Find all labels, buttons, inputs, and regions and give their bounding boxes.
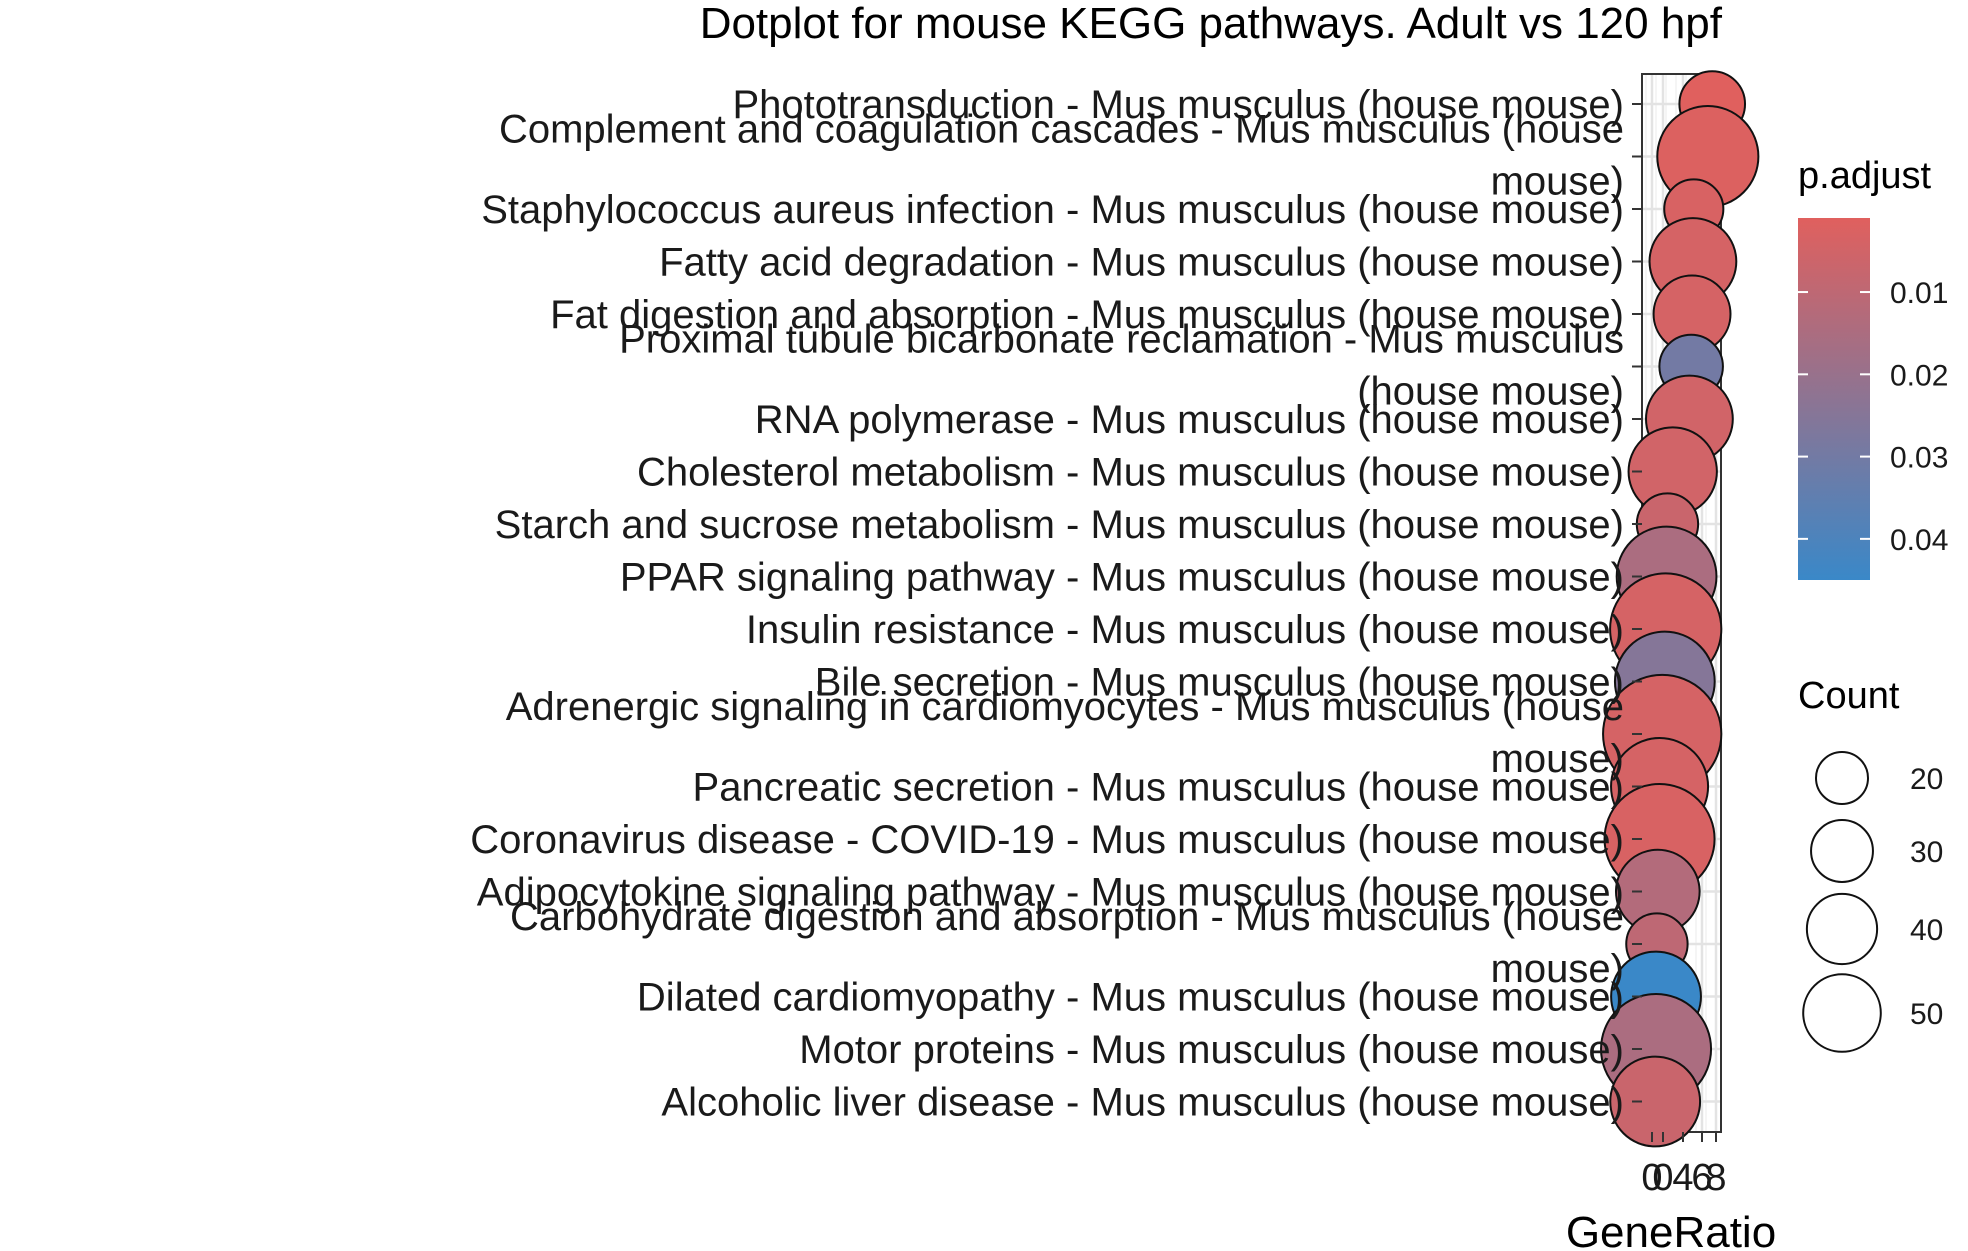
color-legend-label: 0.03 [1890,442,1948,475]
color-legend-bar [1798,218,1870,580]
size-legend-key [1810,819,1874,883]
size-legend-title: Count [1798,675,1900,717]
size-legend-key [1805,892,1879,966]
y-tick-label: Bile secretion - Mus musculus (house mou… [815,661,1624,705]
y-tick-label: PPAR signaling pathway - Mus musculus (h… [620,556,1624,600]
color-legend-label: 0.02 [1890,359,1948,392]
y-tick-label: RNA polymerase - Mus musculus (house mou… [755,398,1624,442]
y-tick-label: Complement and coagulation cascades - Mu… [499,108,1624,152]
data-point [1609,1055,1702,1148]
color-legend-title: p.adjust [1798,155,1932,197]
y-tick-label: Cholesterol metabolism - Mus musculus (h… [637,451,1624,495]
y-tick-label: Phototransduction - Mus musculus (house … [732,83,1624,127]
size-legend-key [1814,750,1870,806]
x-axis-title: GeneRatio [1566,1208,1776,1251]
color-legend-label: 0.01 [1890,277,1948,310]
y-tick-label: Fat digestion and absorption - Mus muscu… [550,293,1624,337]
y-tick-label: Coronavirus disease - COVID-19 - Mus mus… [470,818,1624,862]
y-axis-labels: Phototransduction - Mus musculus (house … [470,83,1642,1125]
x-tick-label: 6 [1691,1157,1712,1199]
x-tick-label: 0 [1652,1157,1673,1199]
size-legend-label: 20 [1910,763,1943,796]
y-tick-label: Insulin resistance - Mus musculus (house… [746,608,1624,652]
color-legend-label: 0.04 [1890,524,1948,557]
y-tick-label: Starch and sucrose metabolism - Mus musc… [495,503,1624,547]
size-legend-key [1802,973,1882,1053]
x-tick-label: 8 [1705,1157,1726,1199]
y-tick-label: Fatty acid degradation - Mus musculus (h… [659,241,1624,285]
y-tick-label: Staphylococcus aureus infection - Mus mu… [481,188,1624,232]
chart-title: Dotplot for mouse KEGG pathways. Adult v… [700,0,1723,48]
y-tick-label: mouse) [1491,160,1624,204]
size-legend: Count 20 30 40 50 [1798,675,1943,1053]
x-tick-label: 4 [1672,1157,1693,1199]
size-legend-label: 50 [1910,998,1943,1031]
color-legend: p.adjust 0.01 0.02 0.03 0.04 [1798,155,1948,580]
y-tick-label: (house mouse) [1357,370,1624,414]
data-points [1600,70,1760,1148]
y-tick-label: mouse) [1491,947,1624,991]
y-tick-label: Adrenergic signaling in cardiomyocytes -… [506,685,1624,729]
size-legend-label: 30 [1910,836,1943,869]
y-tick-label: Proximal tubule bicarbonate reclamation … [619,318,1624,362]
y-tick-label: Dilated cardiomyopathy - Mus musculus (h… [637,976,1624,1020]
y-tick-label: mouse) [1491,737,1624,781]
y-tick-label: Carbohydrate digestion and absorption - … [510,895,1624,939]
y-tick-label: Adipocytokine signaling pathway - Mus mu… [477,871,1624,915]
x-tick-label: 0 [1641,1157,1662,1199]
y-tick-label: Alcoholic liver disease - Mus musculus (… [661,1081,1624,1125]
y-tick-label: Motor proteins - Mus musculus (house mou… [799,1028,1624,1072]
size-legend-label: 40 [1910,914,1943,947]
y-tick-label: Pancreatic secretion - Mus musculus (hou… [693,766,1624,810]
